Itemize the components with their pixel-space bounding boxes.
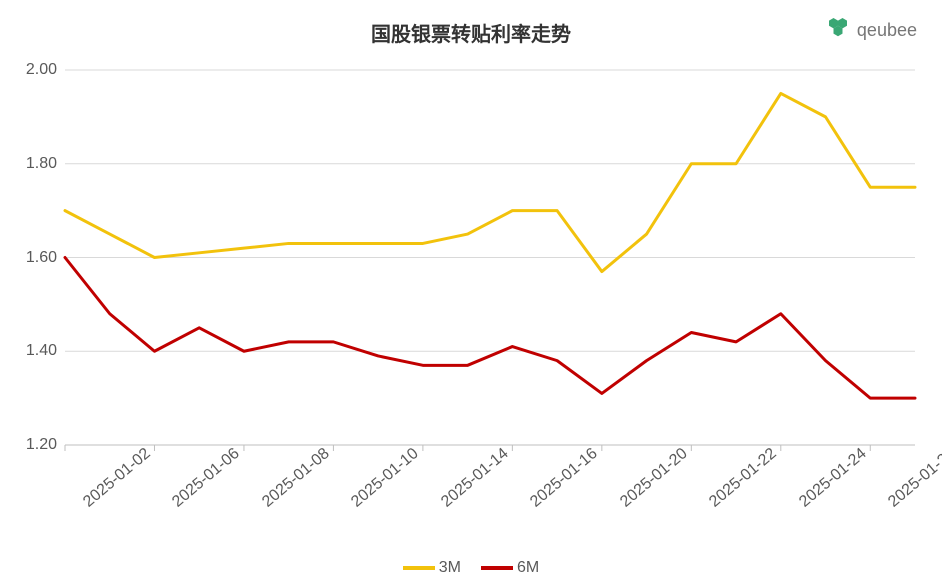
chart-container: 国股银票转贴利率走势 qeubee 1.201.401.601.802.0020… [0,0,942,587]
legend-label: 3M [439,559,461,577]
y-tick-label: 2.00 [26,61,65,79]
x-tick-label: 2025-01-16 [528,445,602,511]
legend-swatch [403,566,435,570]
legend-label: 6M [517,559,539,577]
x-tick-label: 2025-01-02 [80,445,154,511]
hexagon-icon [827,18,853,42]
plot-svg [65,70,915,445]
legend-item: 6M [481,559,539,577]
x-tick-label: 2025-01-20 [617,445,691,511]
x-tick-label: 2025-01-22 [706,445,780,511]
y-tick-label: 1.20 [26,436,65,454]
brand-text: qeubee [857,20,917,41]
x-tick-label: 2025-01-14 [438,445,512,511]
y-tick-label: 1.80 [26,155,65,173]
x-tick-label: 2025-01-24 [796,445,870,511]
y-tick-label: 1.40 [26,342,65,360]
legend-swatch [481,566,513,570]
y-tick-label: 1.60 [26,249,65,267]
legend: 3M 6M [0,559,942,577]
plot-area: 1.201.401.601.802.002025-01-022025-01-06… [65,70,915,445]
legend-item: 3M [403,559,461,577]
x-tick-label: 2025-01-08 [259,445,333,511]
chart-title: 国股银票转贴利率走势 [0,18,942,47]
x-tick-label: 2025-01-06 [170,445,244,511]
x-tick-label: 2025-01-27 [885,445,942,511]
brand-logo: qeubee [827,18,917,42]
x-tick-label: 2025-01-10 [349,445,423,511]
